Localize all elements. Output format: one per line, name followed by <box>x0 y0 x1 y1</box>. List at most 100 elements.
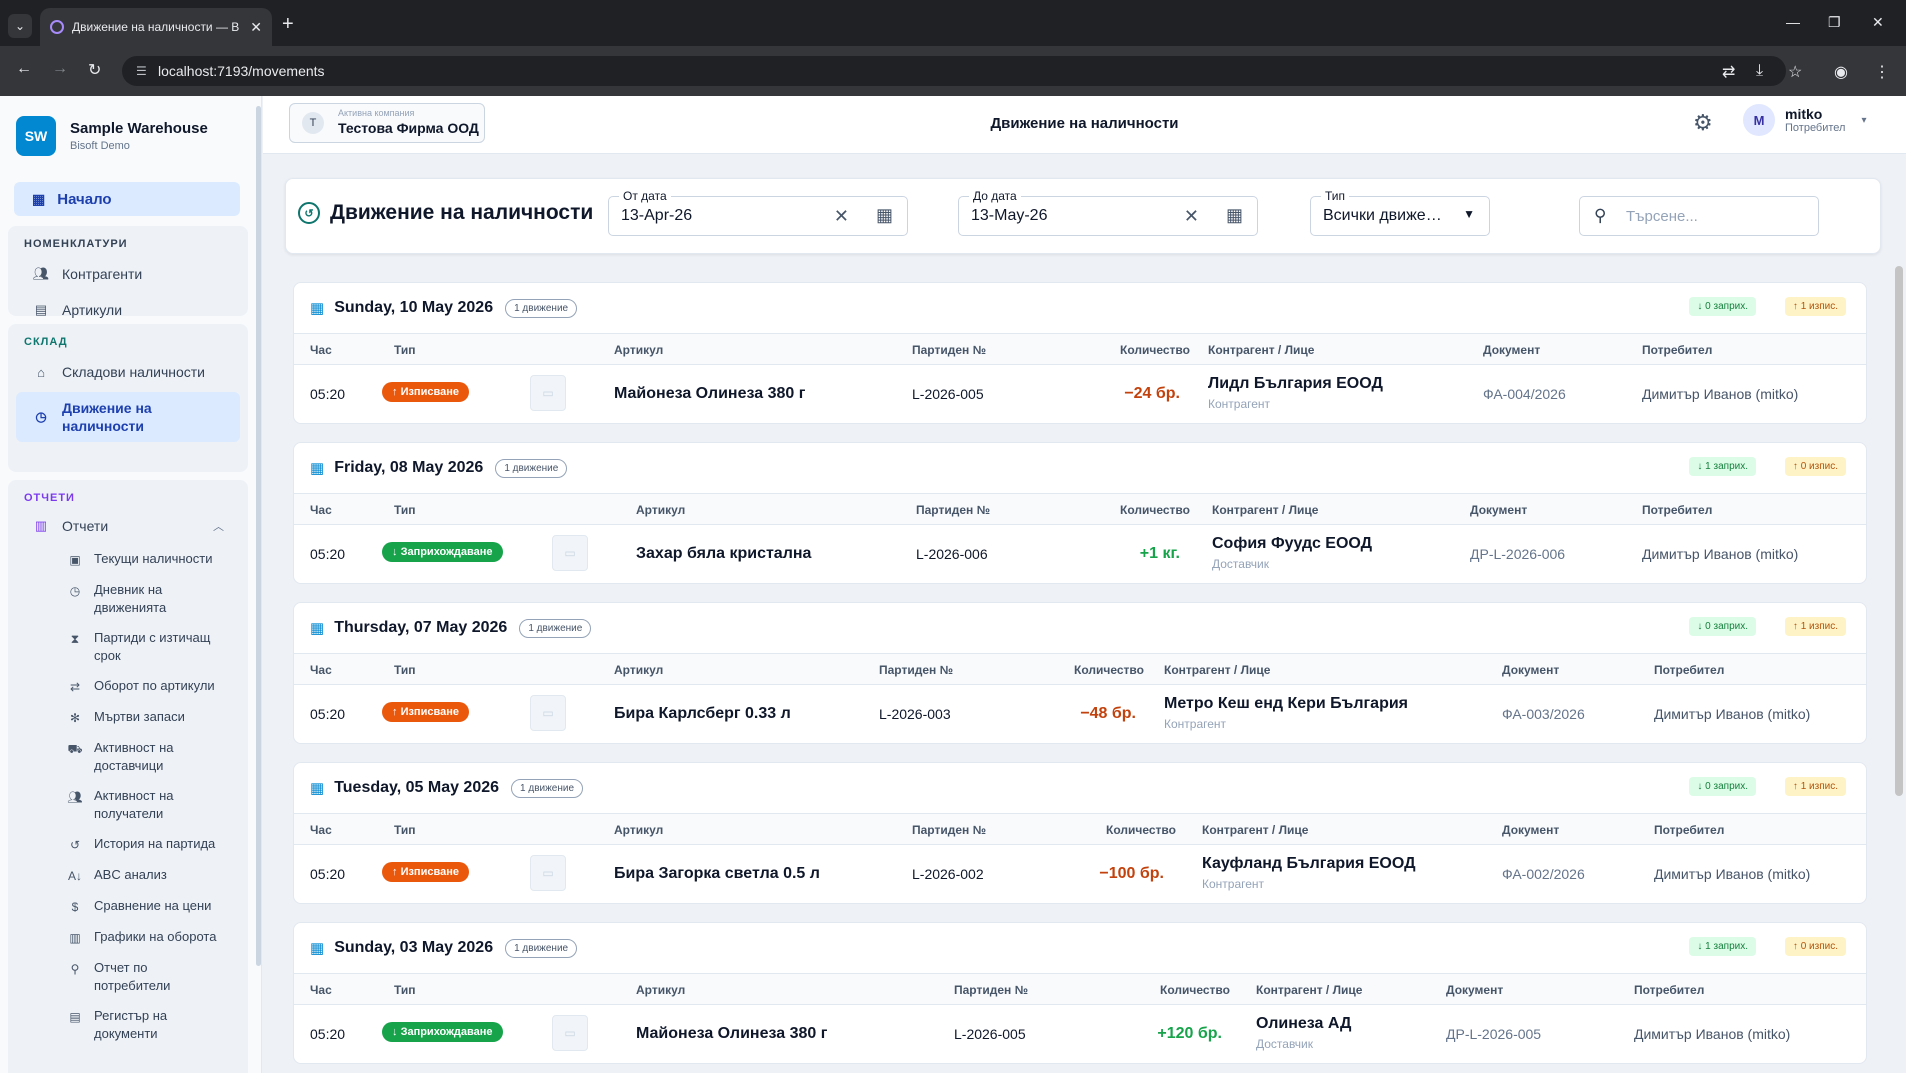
party-name[interactable]: Кауфланд България ЕООД <box>1202 855 1416 872</box>
sidebar-item-movements[interactable]: ◷ Движение на наличности <box>16 392 240 442</box>
report-recipient-activity[interactable]: 👥︎ Активност на получатели <box>8 781 248 829</box>
party-name[interactable]: Лидл България ЕООД <box>1208 375 1383 392</box>
sidebar-item-contractors[interactable]: 👥︎ Контрагенти <box>8 256 248 292</box>
new-tab-button[interactable]: + <box>282 13 294 35</box>
chevron-up-icon[interactable]: ︿ <box>213 521 224 533</box>
column-header[interactable]: Партиден № <box>912 343 986 357</box>
column-header[interactable]: Час <box>310 983 332 997</box>
column-header[interactable]: Количество <box>1120 503 1190 517</box>
column-header[interactable]: Потребител <box>1634 983 1705 997</box>
column-header[interactable]: Количество <box>1074 663 1144 677</box>
type-select[interactable]: Тип Всички движе… ▼ <box>1310 189 1490 236</box>
tab-search-button[interactable]: ⌄ <box>8 14 32 38</box>
column-header[interactable]: Час <box>310 663 332 677</box>
row-document[interactable]: ДР-L-2026-006 <box>1470 546 1566 562</box>
sidebar-item-articles[interactable]: ▤ Артикули <box>8 292 248 328</box>
column-header[interactable]: Количество <box>1120 343 1190 357</box>
column-header[interactable]: Потребител <box>1654 663 1725 677</box>
report-turnover-charts[interactable]: ▥ Графики на оборота <box>8 922 248 953</box>
column-header[interactable]: Артикул <box>614 663 664 677</box>
report-current-stock[interactable]: ▣ Текущи наличности <box>8 544 248 575</box>
clear-icon[interactable]: ✕ <box>833 206 849 226</box>
report-dead-stock[interactable]: ✻ Мъртви запаси <box>8 702 248 733</box>
column-header[interactable]: Партиден № <box>879 663 953 677</box>
address-bar[interactable]: localhost:7193/movements <box>122 56 1786 86</box>
bookmark-star-icon[interactable]: ☆ <box>1788 64 1803 81</box>
column-header[interactable]: Контрагент / Лице <box>1208 343 1315 357</box>
row-article[interactable]: Захар бяла кристална <box>636 545 812 562</box>
back-icon[interactable]: ← <box>16 60 32 77</box>
report-turnover[interactable]: ⇄ Оборот по артикули <box>8 671 248 702</box>
minimize-icon[interactable]: — <box>1786 14 1800 30</box>
column-header[interactable]: Контрагент / Лице <box>1202 823 1309 837</box>
column-header[interactable]: Контрагент / Лице <box>1256 983 1363 997</box>
search-input[interactable]: ⚲ Търсене... <box>1579 196 1819 236</box>
restore-icon[interactable]: ❐ <box>1828 14 1841 30</box>
table-row[interactable]: 05:20 ↓ Заприхождаване ▭ Майонеза Олинеза 3… <box>294 1005 1866 1063</box>
row-document[interactable]: ФА-002/2026 <box>1502 866 1585 882</box>
report-by-users[interactable]: ⚲ Отчет по потребители <box>8 953 248 1001</box>
column-header[interactable]: Контрагент / Лице <box>1164 663 1271 677</box>
table-row[interactable]: 05:20 ↑ Изписване ▭ Бира Карлсберг 0.33 л L-… <box>294 685 1866 743</box>
column-header[interactable]: Документ <box>1446 983 1504 997</box>
calendar-icon[interactable]: ▦ <box>875 205 893 225</box>
party-name[interactable]: Метро Кеш енд Кери България <box>1164 695 1409 712</box>
sidebar-scrollbar[interactable] <box>256 106 261 966</box>
column-header[interactable]: Час <box>310 823 332 837</box>
from-date-field[interactable]: От дата 13-Apr-26 ✕ ▦ <box>608 189 908 236</box>
browser-tab[interactable]: Движение на наличности — В ✕ <box>40 8 272 46</box>
party-name[interactable]: Олинеза АД <box>1256 1015 1352 1032</box>
column-header[interactable]: Партиден № <box>916 503 990 517</box>
column-header[interactable]: Документ <box>1502 823 1560 837</box>
brand[interactable]: SW Sample Warehouse Bisoft Demo <box>16 116 208 156</box>
column-header[interactable]: Потребител <box>1642 503 1713 517</box>
column-header[interactable]: Артикул <box>636 503 686 517</box>
row-article[interactable]: Бира Карлсберг 0.33 л <box>614 705 791 722</box>
sidebar-item-home[interactable]: ▦ Начало <box>14 182 240 216</box>
to-date-value[interactable]: 13-May-26 <box>971 207 1048 224</box>
to-date-field[interactable]: До дата 13-May-26 ✕ ▦ <box>958 189 1258 236</box>
row-article[interactable]: Майонеза Олинеза 380 г <box>614 385 806 402</box>
column-header[interactable]: Артикул <box>614 823 664 837</box>
sidebar-item-stock[interactable]: ⌂ Складови наличности <box>8 354 248 390</box>
column-header[interactable]: Тип <box>394 983 416 997</box>
sidebar-item-reports[interactable]: ▥ Отчети ︿ <box>8 508 248 544</box>
from-date-value[interactable]: 13-Apr-26 <box>621 207 693 224</box>
close-window-icon[interactable]: ✕ <box>1872 14 1884 30</box>
column-header[interactable]: Партиден № <box>912 823 986 837</box>
column-header[interactable]: Тип <box>394 663 416 677</box>
table-row[interactable]: 05:20 ↑ Изписване ▭ Майонеза Олинеза 380 г L… <box>294 365 1866 423</box>
table-row[interactable]: 05:20 ↑ Изписване ▭ Бира Загорка светла 0.5… <box>294 845 1866 903</box>
column-header[interactable]: Тип <box>394 823 416 837</box>
reload-icon[interactable]: ↻ <box>88 62 102 79</box>
gear-icon[interactable]: ⚙ <box>1693 110 1713 135</box>
report-movement-log[interactable]: ◷ Дневник на движенията <box>8 575 248 623</box>
report-document-register[interactable]: ▤ Регистър на документи <box>8 1001 248 1049</box>
main-scrollbar[interactable] <box>1895 266 1903 796</box>
column-header[interactable]: Артикул <box>636 983 686 997</box>
column-header[interactable]: Час <box>310 343 332 357</box>
column-header[interactable]: Партиден № <box>954 983 1028 997</box>
calendar-icon[interactable]: ▦ <box>1225 205 1243 225</box>
profile-icon[interactable]: ◉ <box>1834 64 1848 81</box>
company-switcher[interactable]: T Активна компания Тестова Фирма ООД <box>289 103 485 143</box>
report-supplier-activity[interactable]: ⛟ Активност на доставчици <box>8 733 248 781</box>
clear-icon[interactable]: ✕ <box>1183 206 1199 226</box>
report-price-compare[interactable]: $ Сравнение на цени <box>8 891 248 922</box>
forward-icon[interactable]: → <box>52 60 68 77</box>
row-document[interactable]: ФА-004/2026 <box>1483 386 1566 402</box>
column-header[interactable]: Артикул <box>614 343 664 357</box>
column-header[interactable]: Документ <box>1470 503 1528 517</box>
row-article[interactable]: Бира Загорка светла 0.5 л <box>614 865 820 882</box>
close-tab-icon[interactable]: ✕ <box>250 18 262 35</box>
column-header[interactable]: Час <box>310 503 332 517</box>
install-app-icon[interactable]: ⤓ <box>1756 62 1764 79</box>
column-header[interactable]: Потребител <box>1642 343 1713 357</box>
report-lot-history[interactable]: ↺ История на партида <box>8 829 248 860</box>
column-header[interactable]: Потребител <box>1654 823 1725 837</box>
column-header[interactable]: Документ <box>1483 343 1541 357</box>
column-header[interactable]: Количество <box>1160 983 1230 997</box>
site-info-icon[interactable]: ☰ <box>136 64 147 78</box>
table-row[interactable]: 05:20 ↓ Заприхождаване ▭ Захар бяла кристал… <box>294 525 1866 583</box>
browser-menu-icon[interactable]: ⋮ <box>1874 64 1890 81</box>
